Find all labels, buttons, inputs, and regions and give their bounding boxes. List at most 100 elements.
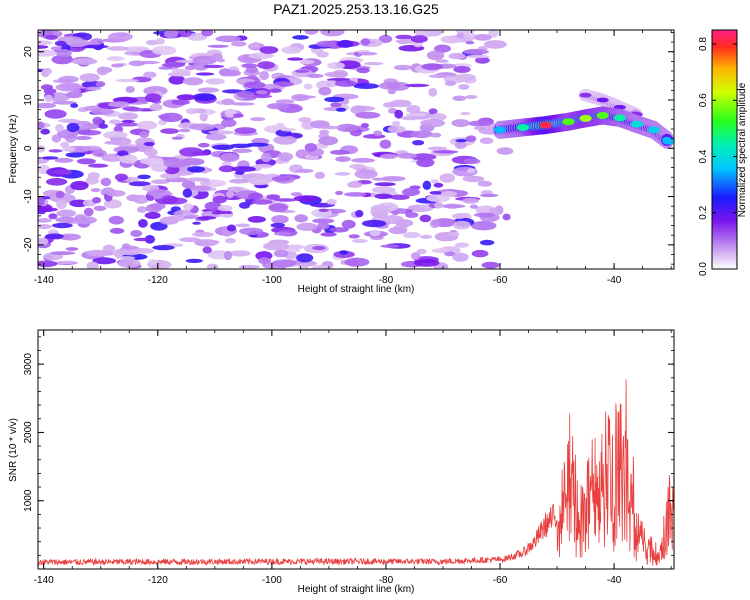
noise-blob — [224, 238, 236, 244]
noise-blob — [76, 158, 96, 165]
noise-blob — [224, 250, 232, 261]
noise-blob — [312, 218, 335, 224]
noise-blob — [217, 213, 234, 218]
noise-blob — [143, 71, 157, 79]
noise-blob — [319, 129, 330, 135]
noise-blob — [312, 245, 326, 251]
noise-blob — [38, 40, 52, 45]
noise-blob — [245, 66, 259, 74]
spectrogram-x-ticks: -140 -120 -100 -80 -60 -40 — [34, 30, 672, 286]
noise-blob — [360, 123, 369, 128]
noise-blob — [201, 30, 214, 37]
noise-blob — [252, 41, 261, 50]
noise-blob — [212, 144, 235, 150]
noise-blob — [176, 94, 196, 101]
noise-blob — [426, 194, 451, 202]
noise-blob — [351, 239, 368, 243]
noise-blob — [303, 83, 313, 90]
noise-blob — [212, 195, 227, 204]
noise-blob — [132, 194, 149, 204]
noise-blob — [356, 67, 370, 74]
noise-blob — [98, 123, 108, 129]
noise-blob — [239, 227, 264, 235]
y-tick-label: 10 — [23, 94, 34, 106]
noise-blob — [144, 212, 161, 219]
noise-blob — [268, 203, 289, 213]
spectrogram-y-axis-label: Frequency (Hz) — [8, 115, 19, 184]
noise-blob — [430, 179, 439, 184]
snr-panel: -140 -120 -100 -80 -60 -40 1000 2000 3000 Heigh… — [8, 329, 675, 595]
noise-blob — [344, 257, 370, 267]
noise-blob — [374, 182, 396, 187]
noise-blob — [85, 249, 112, 257]
noise-blob — [235, 223, 250, 228]
colorbar-gradient — [711, 29, 738, 270]
noise-blob — [40, 128, 50, 135]
noise-blob — [64, 38, 90, 48]
noise-blob — [434, 44, 451, 53]
noise-blob — [488, 30, 499, 38]
x-tick-label: -100 — [262, 575, 282, 586]
colorbar-label: Normalized spectral amplitude — [737, 82, 748, 217]
noise-blob — [318, 208, 329, 212]
noise-blob — [151, 45, 177, 56]
noise-blob — [273, 231, 292, 236]
noise-blob — [298, 117, 312, 123]
noise-blob — [50, 251, 76, 256]
noise-blob — [114, 122, 141, 127]
noise-blob — [128, 181, 151, 187]
noise-blob — [411, 207, 429, 212]
noise-blob — [259, 46, 279, 54]
snr-y-ticks: 1000 2000 3000 — [23, 336, 674, 570]
noise-blob — [171, 99, 191, 106]
colorbar-tick-label: 0.6 — [698, 93, 709, 107]
x-tick-label: -80 — [379, 575, 394, 586]
noise-blob — [86, 261, 99, 269]
colorbar: 0.0 0.2 0.4 0.6 0.8 Normalized spectral ampl… — [698, 29, 748, 276]
noise-blob — [183, 215, 198, 219]
noise-blob — [133, 237, 152, 242]
noise-blob — [378, 82, 400, 90]
noise-blob — [95, 81, 106, 88]
noise-blob — [273, 135, 297, 145]
noise-blob — [117, 258, 141, 268]
noise-blob — [171, 136, 183, 140]
noise-blob — [110, 137, 132, 146]
colorbar-tick-label: 0.8 — [698, 37, 709, 51]
noise-blob — [130, 248, 155, 254]
noise-blob — [268, 88, 282, 93]
noise-blob — [54, 157, 74, 163]
noise-blob — [195, 72, 215, 76]
noise-blob — [40, 84, 53, 91]
noise-blob — [217, 205, 233, 212]
noise-blob — [117, 112, 139, 120]
noise-blob — [248, 192, 263, 200]
noise-blob — [73, 136, 92, 140]
noise-blob — [192, 221, 201, 225]
noise-blob — [440, 35, 464, 44]
noise-blob — [383, 102, 397, 108]
noise-blob — [231, 41, 247, 47]
noise-blob — [54, 40, 67, 47]
noise-blob — [339, 250, 349, 255]
spectrogram-frame — [37, 29, 675, 270]
noise-blob — [76, 121, 91, 126]
noise-blob — [470, 221, 497, 231]
noise-blob — [221, 161, 232, 166]
noise-blob — [479, 137, 494, 144]
noise-blob — [148, 259, 158, 266]
noise-blob — [271, 176, 292, 182]
noise-blob — [274, 198, 297, 202]
noise-blob — [481, 261, 500, 269]
noise-blob — [473, 34, 492, 41]
noise-blob — [38, 102, 56, 109]
noise-blob — [334, 80, 357, 87]
noise-blob — [257, 61, 275, 70]
noise-blob — [70, 103, 79, 108]
noise-blob — [189, 123, 215, 131]
noise-blob — [42, 67, 53, 75]
x-tick-label: -40 — [607, 575, 622, 586]
noise-blob — [306, 73, 324, 78]
ridge-point — [516, 124, 529, 131]
noise-blob — [197, 87, 220, 93]
